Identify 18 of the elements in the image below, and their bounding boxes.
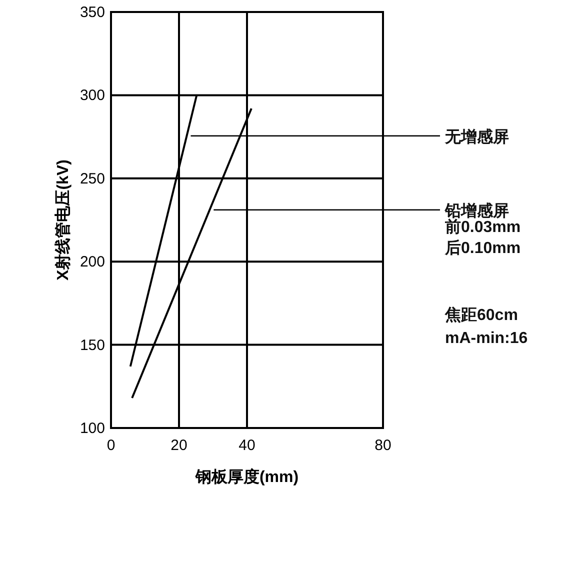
text: 无增感屏 [444,128,509,146]
y-tick-label: 200 [80,254,105,271]
x-tick-label: 80 [374,437,392,454]
y-tick-label: 300 [80,87,105,104]
y-tick-label: 150 [80,336,105,354]
text: 前0.03mm [444,218,521,236]
text: 焦距60cm [444,306,518,324]
y-tick-label: 100 [80,420,105,437]
text: mA-min:16 [445,330,528,347]
y-axis-title: X射线管电压(kV) [54,160,72,280]
x-tick-label: 20 [170,437,188,454]
y-tick-label: 250 [80,170,105,188]
x-tick-label: 0 [106,437,116,454]
x-tick-label: 40 [238,437,256,454]
y-tick-label: 350 [80,4,105,21]
x-axis-title: 钢板厚度(mm) [194,467,299,486]
text: 铅增感屏 [444,202,509,220]
text: 后0.10mm [444,239,521,257]
